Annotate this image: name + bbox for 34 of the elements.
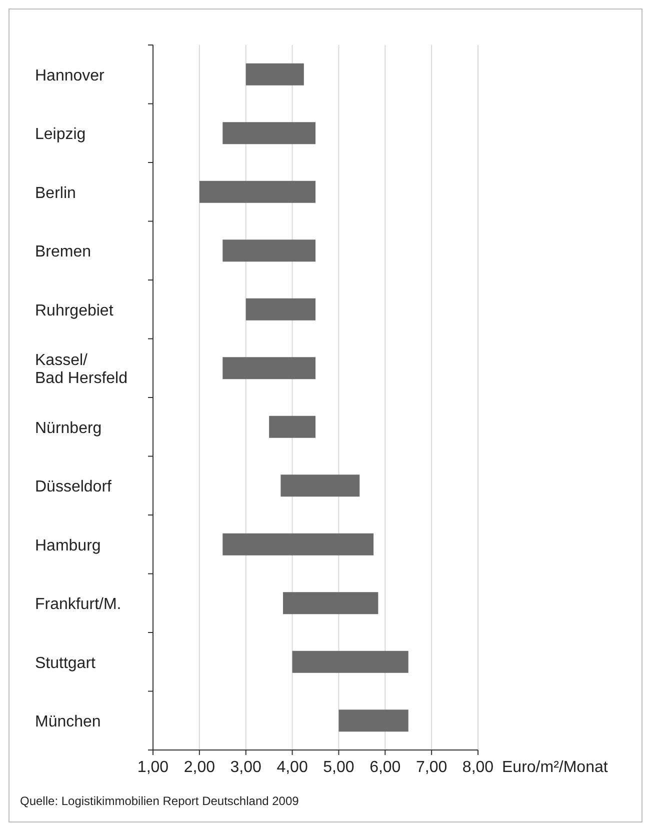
x-tick-label: 2,00 <box>184 759 216 776</box>
bar <box>246 63 304 86</box>
x-axis-title: Euro/m²/Monat <box>502 759 608 776</box>
y-tick-label: Kassel/ Bad Hersfeld <box>35 352 128 388</box>
x-tick-label: 4,00 <box>276 759 308 776</box>
x-tick-label: 8,00 <box>462 759 494 776</box>
y-tick-label: Berlin <box>35 184 76 202</box>
y-tick-label: Nürnberg <box>35 420 102 437</box>
y-tick-label: Hannover <box>35 67 106 84</box>
bar <box>222 357 316 380</box>
bar <box>246 298 316 320</box>
x-tick-label: 1,00 <box>137 759 169 776</box>
y-tick-label: Frankfurt/M. <box>35 596 122 614</box>
x-tick-label: 7,00 <box>416 759 448 776</box>
y-tick-label: Stuttgart <box>35 654 96 672</box>
bar <box>283 592 378 614</box>
y-tick-label: Leipzig <box>35 126 86 144</box>
bar <box>222 240 316 262</box>
x-tick-label: 6,00 <box>370 759 401 776</box>
y-tick-label: Bremen <box>35 244 92 261</box>
bar <box>338 710 408 732</box>
bar <box>280 474 360 497</box>
x-tick-label: 3,00 <box>230 759 262 776</box>
y-tick-label: Hamburg <box>35 537 101 554</box>
x-tick-label: 5,00 <box>323 759 354 776</box>
y-tick-label: Düsseldorf <box>35 478 112 496</box>
bar <box>292 650 408 673</box>
bar <box>199 180 316 203</box>
y-tick-label: Ruhrgebiet <box>35 302 114 320</box>
y-tick-label: München <box>35 714 101 731</box>
source-note: Quelle: Logistikimmobilien Report Deutschland 2009 <box>20 794 300 808</box>
bar <box>269 416 316 438</box>
bar <box>222 533 374 556</box>
bar <box>222 122 316 144</box>
